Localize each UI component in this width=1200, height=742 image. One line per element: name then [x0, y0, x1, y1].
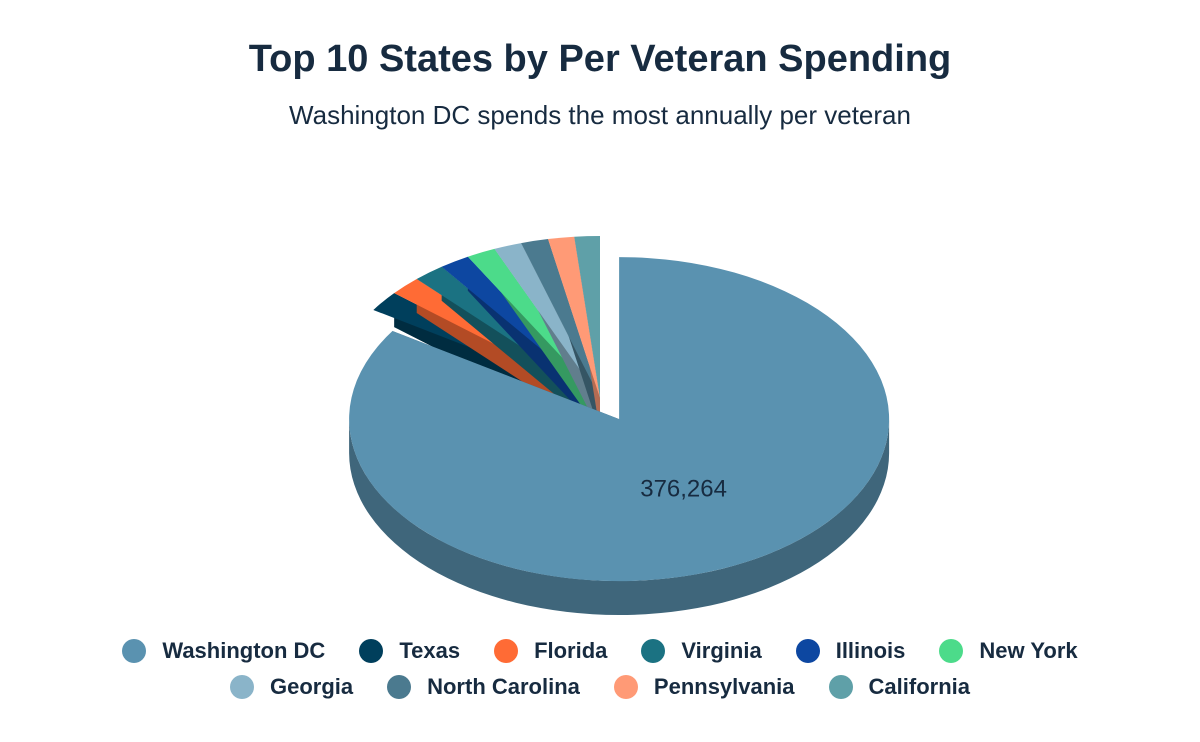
legend-item[interactable]: North Carolina — [387, 674, 580, 700]
slice-pennsylvania — [547, 236, 600, 432]
slice-north-carolina — [521, 239, 600, 432]
slice-top — [494, 243, 600, 398]
legend-item[interactable]: Georgia — [229, 674, 354, 700]
legend-marker — [828, 675, 853, 699]
legend-marker — [359, 639, 384, 663]
slice-top — [574, 236, 600, 398]
legend-row-2: Georgia North Carolina Pennsylvania Califor… — [229, 674, 971, 700]
slice-top — [521, 239, 600, 398]
legend-marker — [122, 639, 147, 663]
legend-label: Texas — [399, 638, 461, 663]
chart-title: Top 10 States by Per Veteran Spending — [248, 38, 952, 80]
legend-item[interactable]: California — [828, 674, 971, 700]
legend-item[interactable]: New York — [939, 638, 1078, 664]
legend-label: New York — [979, 638, 1078, 663]
legend-item[interactable]: Illinois — [795, 638, 906, 664]
chart-subtitle: Washington DC spends the most annually p… — [289, 100, 911, 130]
slice-top — [547, 236, 600, 398]
legend-label: Florida — [534, 638, 608, 663]
slice-side — [349, 419, 890, 616]
legend-marker — [387, 675, 412, 699]
legend-item[interactable]: Florida — [494, 638, 607, 664]
legend-item[interactable]: Pennsylvania — [613, 674, 795, 700]
slice-top — [349, 257, 890, 582]
data-label: 376,264 — [640, 476, 727, 503]
legend-marker — [641, 639, 666, 663]
legend-label: North Carolina — [427, 674, 580, 699]
legend-label: Washington DC — [162, 638, 326, 663]
legend-label: Pennsylvania — [653, 674, 795, 699]
legend-label: Virginia — [681, 638, 762, 663]
slice-georgia — [494, 243, 600, 432]
slice-california — [574, 236, 600, 398]
legend-marker — [939, 639, 964, 663]
slice-washington-dc — [349, 257, 890, 616]
legend: Washington DC Texas Florida Virginia Illinoi… — [0, 638, 1200, 700]
legend-item[interactable]: Virginia — [641, 638, 762, 664]
legend-label: Illinois — [835, 638, 906, 663]
legend-marker — [229, 675, 254, 699]
legend-row-1: Washington DC Texas Florida Virginia Illinoi… — [122, 638, 1078, 664]
legend-marker — [795, 639, 820, 663]
legend-label: California — [868, 674, 971, 699]
legend-marker — [613, 675, 638, 699]
legend-item[interactable]: Washington DC — [122, 638, 325, 664]
legend-item[interactable]: Texas — [359, 638, 460, 664]
legend-label: Georgia — [269, 674, 354, 699]
legend-marker — [494, 639, 519, 663]
